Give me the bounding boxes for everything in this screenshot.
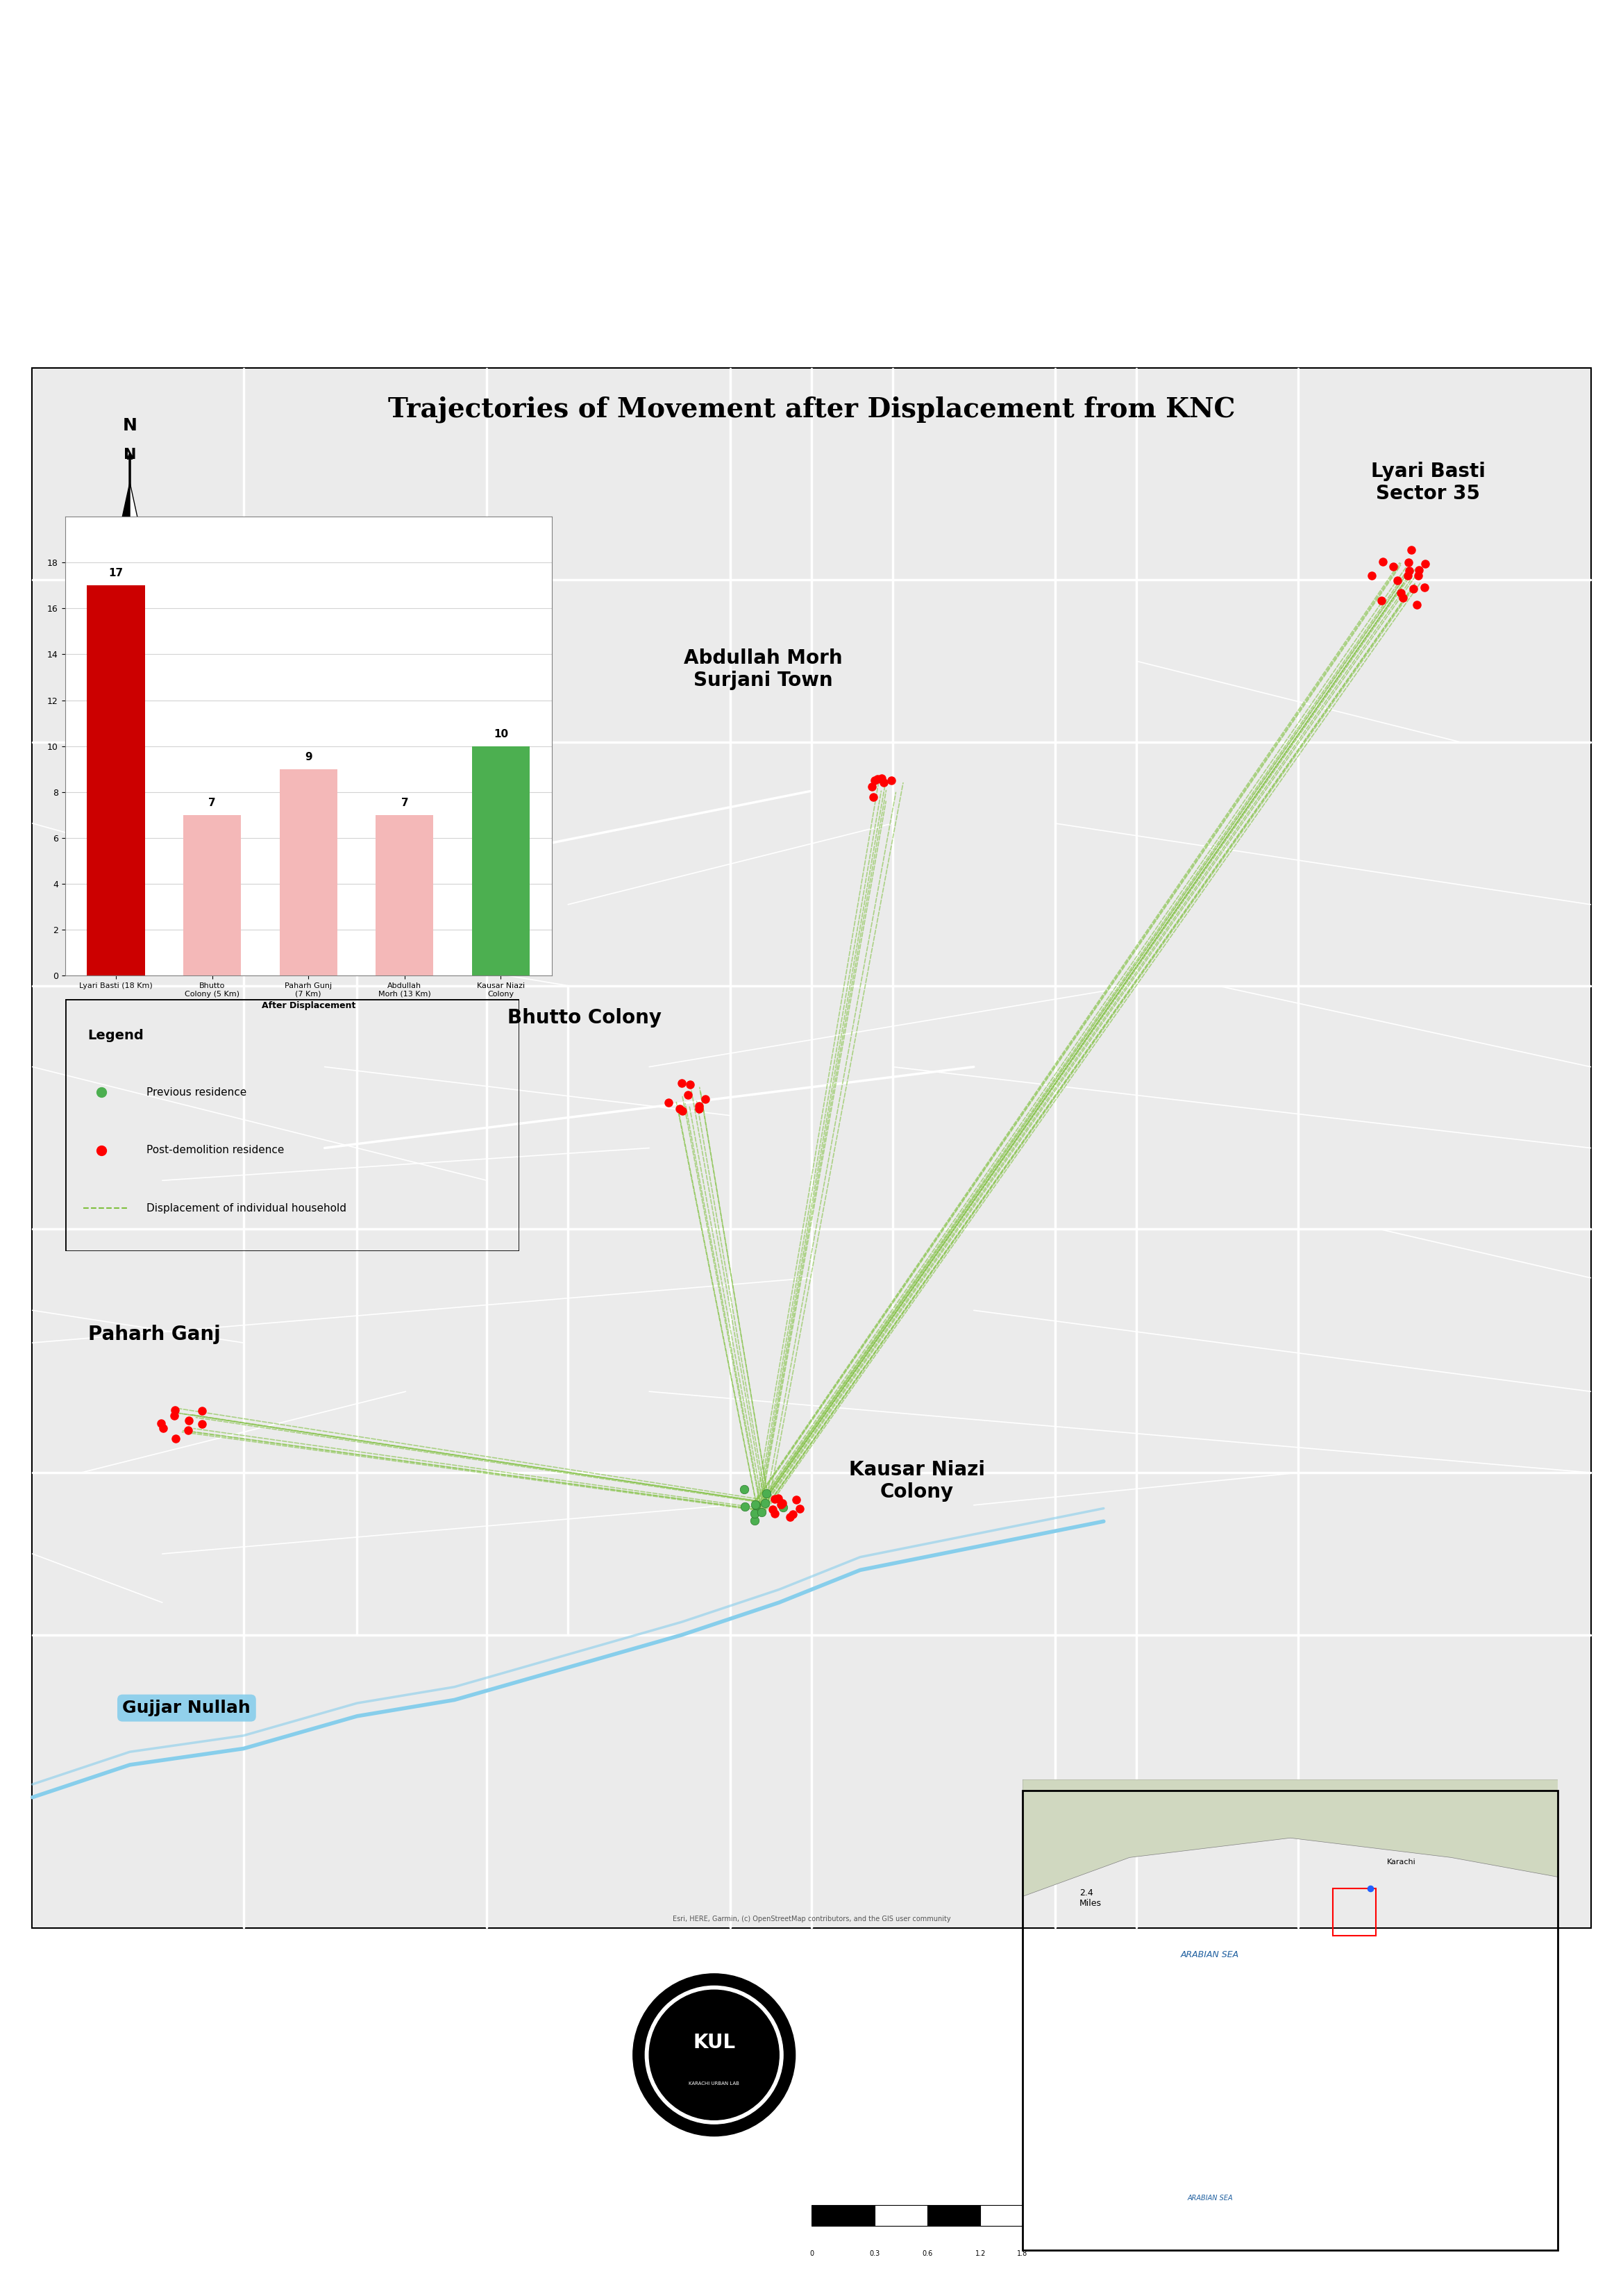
Text: Karachi: Karachi <box>1386 1857 1415 1864</box>
X-axis label: After Displacement: After Displacement <box>261 1001 355 1010</box>
Bar <box>875 2204 928 2227</box>
Text: 0.6: 0.6 <box>922 2250 933 2257</box>
Text: ARABIAN SEA: ARABIAN SEA <box>1186 2195 1233 2202</box>
Text: 2.4
Miles: 2.4 Miles <box>1079 1887 1102 1908</box>
Text: Abdullah Morh
Surjani Town: Abdullah Morh Surjani Town <box>683 647 842 691</box>
Text: ARABIAN SEA: ARABIAN SEA <box>1182 1952 1238 1958</box>
Text: 0.3: 0.3 <box>870 2250 880 2257</box>
Text: Paharh Ganj: Paharh Ganj <box>88 1325 221 1345</box>
Text: N: N <box>123 418 136 434</box>
Bar <box>812 2204 875 2227</box>
Text: 1.8: 1.8 <box>1018 2250 1027 2257</box>
Circle shape <box>644 1986 782 2124</box>
Circle shape <box>633 1975 795 2135</box>
Polygon shape <box>110 482 130 572</box>
Polygon shape <box>1022 1779 1558 1896</box>
Text: Displacement of individual household: Displacement of individual household <box>146 1203 347 1215</box>
Text: Previous residence: Previous residence <box>146 1086 247 1097</box>
Text: KARACHI URBAN LAB: KARACHI URBAN LAB <box>688 2080 740 2085</box>
Text: 1.2: 1.2 <box>975 2250 985 2257</box>
Text: KUL: KUL <box>693 2032 735 2053</box>
Text: 0: 0 <box>810 2250 813 2257</box>
Circle shape <box>649 1991 779 2119</box>
Polygon shape <box>130 482 149 572</box>
Text: Legend: Legend <box>88 1029 144 1042</box>
Text: N: N <box>123 448 136 461</box>
Bar <box>183 815 240 976</box>
Text: Trajectories of Movement after Displacement from KNC: Trajectories of Movement after Displacem… <box>388 397 1235 422</box>
Text: 7: 7 <box>401 797 409 808</box>
Bar <box>88 585 144 976</box>
Text: 9: 9 <box>305 751 312 762</box>
Bar <box>927 2204 980 2227</box>
Bar <box>472 746 529 976</box>
Text: Lyari Basti
Sector 35: Lyari Basti Sector 35 <box>1371 461 1485 503</box>
Bar <box>980 2204 1022 2227</box>
Text: Gujjar Nullah: Gujjar Nullah <box>122 1699 252 1717</box>
Text: Esri, HERE, Garmin, (c) OpenStreetMap contributors, and the GIS user community: Esri, HERE, Garmin, (c) OpenStreetMap co… <box>672 1915 951 1922</box>
Bar <box>279 769 338 976</box>
Text: Post-demolition residence: Post-demolition residence <box>146 1146 284 1155</box>
Text: 10: 10 <box>493 728 508 739</box>
Bar <box>1332 1890 1376 1936</box>
Text: 17: 17 <box>109 567 123 579</box>
Text: Kausar Niazi
Colony: Kausar Niazi Colony <box>849 1460 985 1502</box>
Text: Bhutto Colony: Bhutto Colony <box>508 1008 661 1029</box>
Bar <box>377 815 433 976</box>
Text: 7: 7 <box>208 797 216 808</box>
